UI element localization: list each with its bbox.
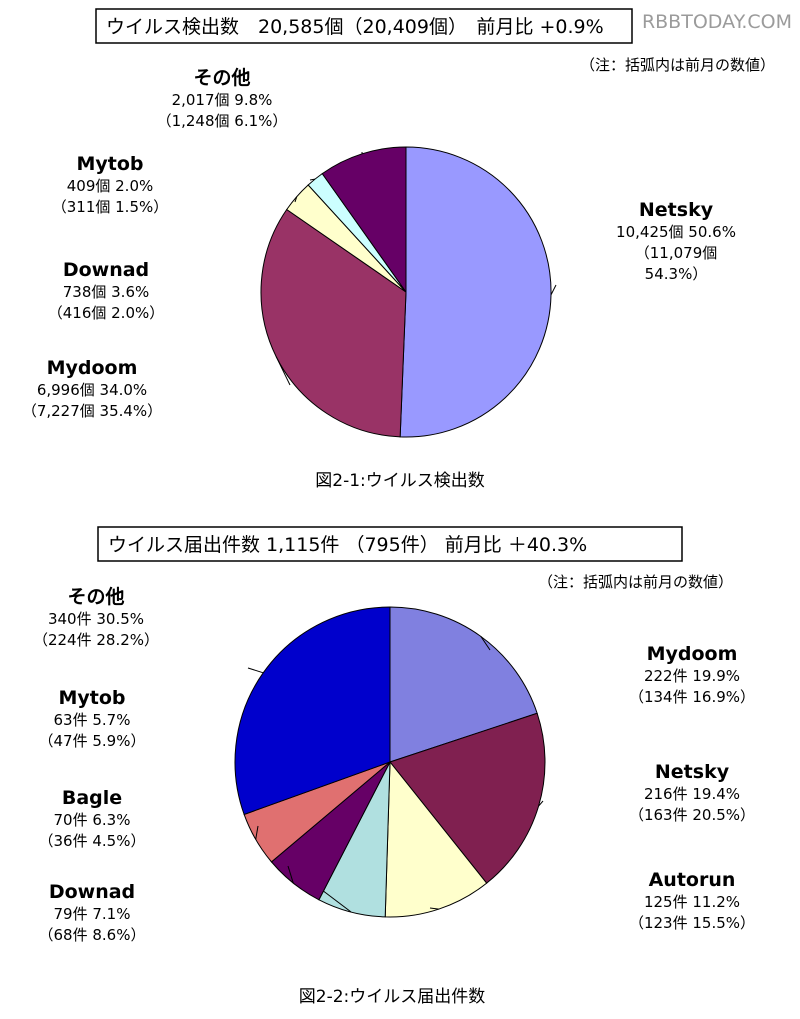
chart2-netsky-value-line-2: （163件 20.5%）: [629, 806, 755, 824]
chart2-netsky-slice: [389, 712, 546, 884]
chart1-caption: 図2-1:ウイルス検出数: [315, 471, 485, 491]
chart2-note: （注：括弧内は前月の数値）: [538, 573, 733, 591]
chart2-netsky-label: Netsky: [655, 761, 730, 783]
chart1-title-box: [95, 8, 633, 44]
chart2-downad-value-line-2: （68件 8.6%）: [39, 926, 146, 944]
chart2-autorun-slice: [384, 760, 488, 918]
chart2-downad-label: Downad: [49, 881, 135, 903]
chart1-downad-value-line-1: 738個 3.6%: [63, 283, 150, 301]
chart2-other-6-label: その他: [67, 585, 124, 608]
chart1-netsky-value-line-3: 54.3%）: [645, 265, 708, 283]
chart2-other-6-value-line-2: （224件 28.2%）: [33, 631, 159, 649]
chart2-bagle-value-line-2: （36件 4.5%）: [39, 832, 146, 850]
chart1-mydoom-value-line-2: （7,227個 35.4%）: [22, 402, 162, 420]
chart2-pie: Mydoom 222件 19.9% （134件 16.9%） Netsky 216件 1…: [33, 585, 755, 944]
chart1-netsky-value-line-1: 10,425個 50.6%: [616, 223, 736, 241]
chart2-mydoom-value-line-2: （134件 16.9%）: [629, 688, 755, 706]
chart2-mydoom-label: Mydoom: [647, 643, 738, 665]
chart1-mytob-value-line-2: （311個 1.5%）: [52, 198, 169, 216]
chart2-header: ウイルス届出件数 1,115件 （795件） 前月比 ＋40.3% （注：括弧内…: [97, 526, 733, 591]
chart1-downad-leader-line: [294, 196, 298, 203]
chart2-title-box: [97, 526, 683, 562]
chart1-mydoom-value-line-1: 6,996個 34.0%: [37, 381, 147, 399]
chart2-mytob-leader-line: [255, 825, 259, 840]
chart1-note: （注：括弧内は前月の数値）: [580, 56, 775, 74]
chart2-autorun-leader-line: [429, 907, 439, 910]
chart1-netsky-leader-line: [550, 284, 557, 296]
chart1-other-4-value-line-1: 2,017個 9.8%: [172, 91, 273, 109]
chart2-netsky-value-line-1: 216件 19.4%: [644, 785, 740, 803]
chart2-bagle-value-line-1: 70件 6.3%: [54, 811, 131, 829]
chart1-header: ウイルス検出数 20,585個（20,409個） 前月比 +0.9% （注：括弧…: [95, 8, 775, 74]
chart2-autorun-value-line-2: （123件 15.5%）: [629, 914, 755, 932]
chart2-bagle-leader-line: [287, 865, 294, 884]
chart1-netsky-value-line-2: （11,079個: [635, 244, 718, 262]
chart1-mydoom-label: Mydoom: [47, 357, 138, 379]
chart1-other-4-value-line-2: （1,248個 6.1%）: [157, 112, 288, 130]
chart1-mytob-value-line-1: 409個 2.0%: [67, 177, 154, 195]
chart1-pie: Netsky 10,425個 50.6% （11,079個 54.3%） Mydoom 6…: [22, 66, 736, 438]
chart1-netsky-label: Netsky: [639, 199, 714, 221]
chart2-mydoom-leader-line: [480, 636, 491, 651]
chart2-title: ウイルス届出件数 1,115件 （795件） 前月比 ＋40.3%: [108, 534, 587, 556]
chart1-netsky-slice: [399, 146, 552, 438]
chart2-mydoom-value-line-1: 222件 19.9%: [644, 667, 740, 685]
chart2-other-6-value-line-1: 340件 30.5%: [48, 610, 144, 628]
chart1-other-4-label: その他: [193, 66, 250, 89]
chart1-mytob-label: Mytob: [76, 153, 143, 175]
chart2-autorun-label: Autorun: [649, 869, 736, 891]
chart2-mytob-value-line-1: 63件 5.7%: [54, 711, 131, 729]
chart2-bagle-label: Bagle: [62, 787, 122, 809]
chart1-other-4-slice: [321, 146, 407, 294]
chart2-downad-value-line-1: 79件 7.1%: [54, 905, 131, 923]
chart2-autorun-value-line-1: 125件 11.2%: [644, 893, 740, 911]
chart2-other-6-slice: [234, 606, 391, 816]
chart1-downad-label: Downad: [63, 259, 149, 281]
chart2-downad-leader-line: [321, 889, 352, 913]
chart1-mytob-leader-line: [309, 178, 316, 181]
chart2-caption: 図2-2:ウイルス届出件数: [299, 987, 486, 1007]
watermark: RBBTODAY.COM: [642, 11, 792, 33]
chart1-title: ウイルス検出数 20,585個（20,409個） 前月比 +0.9%: [106, 16, 604, 38]
chart2-netsky-leader-line: [538, 800, 544, 807]
chart2-mytob-value-line-2: （47件 5.9%）: [39, 732, 146, 750]
chart1-downad-value-line-2: （416個 2.0%）: [48, 304, 165, 322]
chart2-mytob-label: Mytob: [58, 687, 125, 709]
chart1-mydoom-leader-line: [275, 356, 291, 386]
chart2-other-6-leader-line: [247, 667, 264, 674]
